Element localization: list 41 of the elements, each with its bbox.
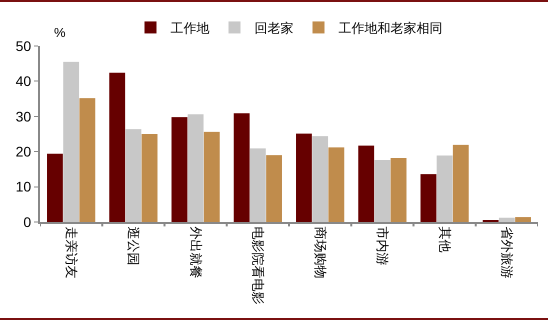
x-tick-label: 商场购物 [312, 226, 327, 279]
legend-label: 回老家 [254, 20, 294, 36]
bar [63, 62, 80, 222]
bar [515, 217, 531, 222]
bar [498, 218, 515, 222]
x-tick-label: 其他 [436, 226, 452, 253]
y-tick-label: 0 [23, 214, 32, 230]
bar [266, 155, 282, 222]
y-tick-label: 40 [16, 73, 32, 90]
bar [436, 155, 453, 222]
bar [296, 134, 312, 222]
bar [328, 147, 344, 222]
bar [204, 132, 220, 222]
x-tick-label: 外出就餐 [187, 226, 202, 279]
x-tick-label: 市内游 [374, 226, 390, 266]
x-tick-label: 省外旅游 [498, 226, 514, 279]
bar [142, 134, 158, 222]
x-tick-label: 逛公园 [125, 226, 140, 266]
bar [390, 158, 406, 222]
bar [312, 136, 328, 222]
bar [452, 144, 469, 222]
bar [79, 98, 96, 222]
bar [420, 174, 436, 222]
y-axis-title: % [54, 25, 66, 40]
y-tick-label: 20 [16, 144, 32, 160]
bar [188, 114, 204, 222]
x-tick-label: 走亲访友 [62, 226, 79, 279]
bar [125, 129, 142, 222]
bar [234, 113, 250, 222]
bar [250, 148, 266, 222]
bar [172, 117, 188, 222]
bar [47, 154, 63, 222]
x-tick-label: 电影院看电影 [250, 226, 265, 305]
y-tick-label: 50 [16, 38, 32, 54]
bar [109, 72, 126, 222]
legend-label: 工作地 [170, 22, 210, 36]
bar [374, 160, 390, 222]
y-tick-label: 10 [16, 178, 32, 195]
bar [358, 146, 374, 222]
y-tick-label: 30 [16, 108, 32, 124]
legend-label: 工作地和老家相同 [338, 20, 442, 36]
